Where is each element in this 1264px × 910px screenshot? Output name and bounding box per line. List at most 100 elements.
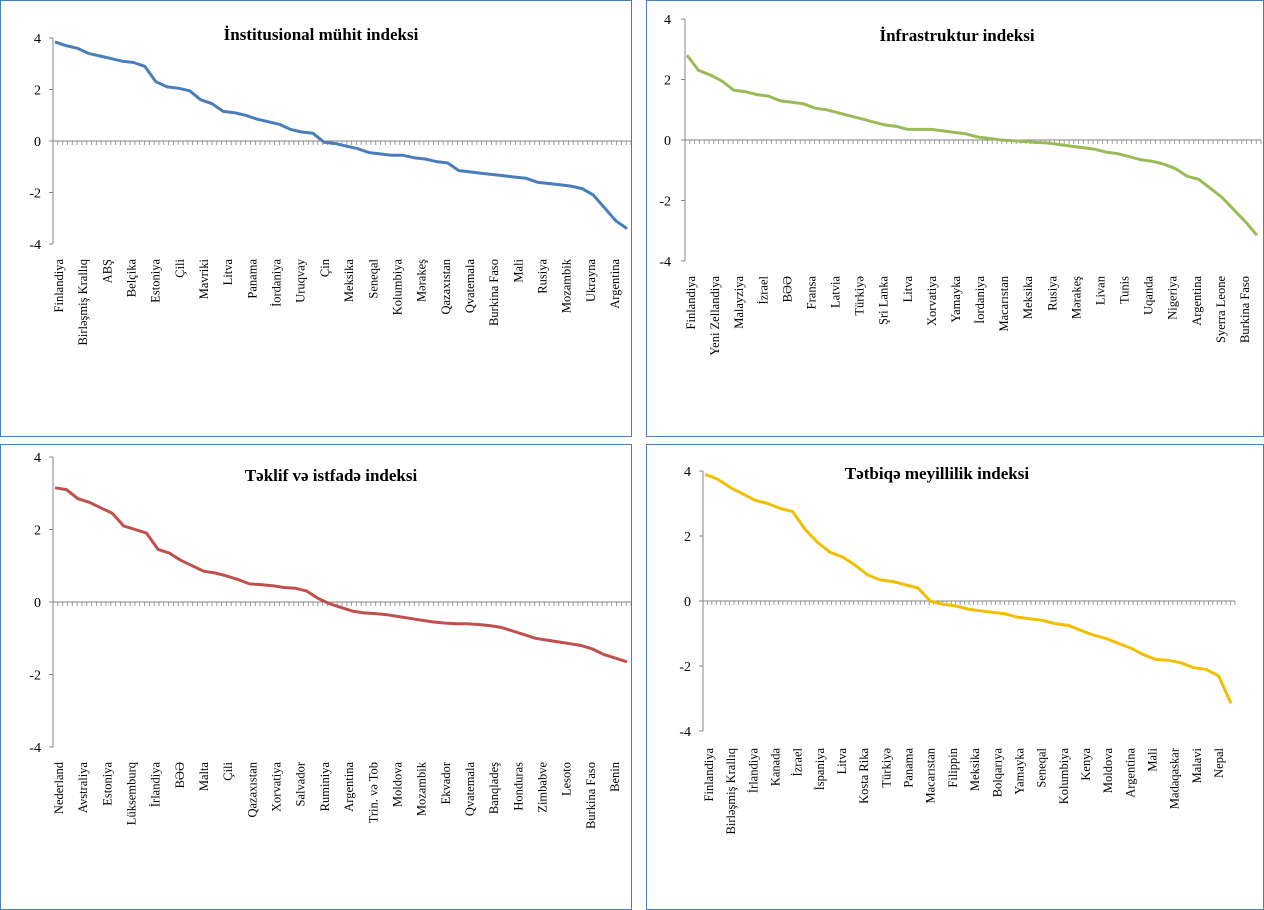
x-category-label: İordaniya [973,276,987,324]
x-category-label: Nepal [1212,747,1226,777]
x-category-label: Finlandiya [684,276,698,330]
y-tick-label: 2 [34,84,41,99]
x-category-label: Argentina [1190,276,1204,326]
y-tick-label: 0 [664,134,671,149]
x-category-label: Mavriki [197,258,211,299]
x-category-label: Macarıstan [997,275,1011,331]
x-category-label: İordaniya [270,259,284,307]
x-category-label: Malavi [1190,747,1204,783]
x-category-label: Kenya [1079,748,1093,781]
series-line [54,40,628,230]
x-category-label: Salvador [294,761,308,806]
x-category-label: Seneqal [366,258,380,298]
x-category-label: BƏƏ [173,762,187,788]
x-category-label: Yamayka [1012,748,1026,795]
x-category-label: İrlandiya [746,748,760,794]
x-category-label: Ekvador [439,761,453,804]
x-category-label: Rusiya [1045,276,1059,311]
x-category-label: Xorvatiya [925,276,939,326]
x-category-label: Ruminiya [318,762,332,812]
x-category-label: Rusiya [536,259,550,294]
x-category-label: Kolumbiya [1057,748,1071,805]
x-category-label: Şri Lanka [877,276,891,325]
y-tick-label: 0 [34,135,41,150]
x-category-label: Seneqal [1035,747,1049,787]
y-tick-label: -2 [29,187,41,202]
x-category-label: Qvatemala [463,762,477,817]
x-category-label: Filippin [946,747,960,787]
x-category-label: Argentina [342,762,356,812]
y-tick-label: -4 [659,255,671,270]
x-category-label: Livan [1094,275,1108,305]
x-category-label: Malayziya [732,276,746,329]
x-category-label: İrlandiya [149,762,163,808]
x-category-label: Yeni Zellandiya [708,276,722,356]
chart-panel-institutional: İnstitusional mühit indeksi 4 2 0 -2 -4 Finlan… [0,0,632,437]
x-category-label: Kosta Rika [857,748,871,804]
x-category-label: Meksika [968,748,982,792]
x-category-label: Benin [608,761,622,792]
chart-title: İnstitusional mühit indeksi [224,25,419,44]
x-category-label: Moldova [1101,748,1115,794]
x-category-label: ABŞ [100,259,114,283]
x-category-label: Burkina Faso [1238,276,1252,343]
chart-svg-institutional: İnstitusional mühit indeksi 4 2 0 -2 -4 Finlan… [29,25,631,345]
chart-svg-adoption: Tətbiqə meyillilik indeksi 4 2 0 -2 -4 Finland… [679,464,1236,834]
chart-panel-adoption: Tətbiqə meyillilik indeksi 4 2 0 -2 -4 Finland… [646,444,1264,910]
x-category-label: Kolumbiya [390,259,404,316]
y-tick-label: -2 [679,660,691,675]
x-category-label: Burkina Faso [487,259,501,326]
y-tick-label: 0 [34,596,41,611]
x-category-label: Türkiyə [853,276,867,316]
x-category-label: İzrael [791,747,805,776]
x-category-label: Birləşmiş Krallıq [724,747,738,834]
x-category-label: Litva [901,276,915,303]
x-category-label: Uruqvay [294,258,308,302]
x-category-label: Çin [318,258,332,277]
x-category-label: Fransa [804,276,818,310]
x-category-label: Panama [245,259,259,299]
x-category-label: Estoniya [100,762,114,806]
x-category-label: Bolqarıya [990,748,1004,798]
chart-title: Tətbiqə meyillilik indeksi [845,464,1029,483]
x-category-label: Belçika [125,259,139,298]
y-tick-label: 2 [34,524,41,539]
x-category-label: Madaqaskar [1168,747,1182,809]
x-category-label: Latvia [829,276,843,308]
x-category-label: Finlandiya [702,748,716,802]
x-category-label: Nigeriya [1166,276,1180,320]
y-tick-label: 4 [34,451,41,466]
x-category-label: Mərakeş [1069,276,1083,319]
x-category-label: Nederland [52,761,66,814]
chart-panel-infrastructure: İnfrastruktur indeksi 4 2 0 -2 -4 Finlandiya Ye… [646,0,1264,437]
x-category-label: Argentina [608,259,622,309]
x-category-label: Estoniya [149,259,163,303]
y-tick-label: 4 [684,465,691,480]
y-tick-label: 4 [664,13,671,28]
x-category-label: Malta [197,762,211,792]
chart-svg-supply-use: Təklif və istfadə indeksi 4 2 0 -2 -4 Nederlan… [29,451,631,829]
x-category-label: İspaniya [813,748,827,791]
x-category-label: Meksika [342,259,356,303]
x-category-label: Trin. və Tob [366,762,380,823]
x-category-label: Tunis [1118,276,1132,304]
y-tick-label: -2 [659,195,671,210]
y-tick-label: 0 [684,595,691,610]
x-category-label: Banqladeş [487,762,501,814]
series-line [685,54,1259,237]
x-category-label: Lesoto [560,762,574,796]
x-category-label: Meksika [1021,276,1035,320]
x-category-label: Zimbabve [536,762,550,813]
x-category-label: Litva [835,748,849,775]
x-category-label: Mozambik [415,761,429,816]
x-category-label: Burkina Faso [584,762,598,829]
chart-title: İnfrastruktur indeksi [879,26,1034,45]
x-category-label: Finlandiya [52,259,66,313]
series-line [704,472,1233,705]
x-category-label: BƏƏ [780,276,794,302]
y-tick-label: 2 [684,530,691,545]
x-category-label: Argentina [1123,748,1137,798]
x-category-label: Syerra Leone [1214,276,1228,343]
x-category-label: Mali [511,258,525,282]
x-category-label: Çili [221,761,235,780]
